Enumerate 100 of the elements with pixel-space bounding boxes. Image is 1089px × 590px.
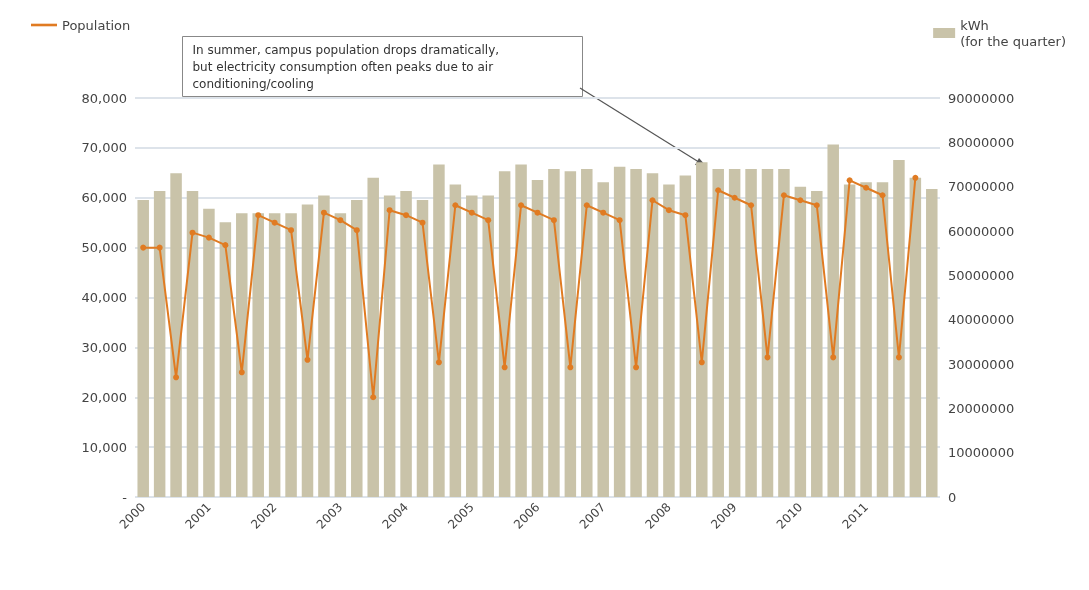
point	[468, 209, 475, 216]
point	[337, 217, 344, 224]
bar	[186, 191, 199, 497]
point	[731, 194, 738, 201]
point	[353, 227, 360, 234]
point	[649, 197, 656, 204]
point	[600, 209, 607, 216]
bar	[482, 195, 494, 497]
bar	[843, 184, 856, 497]
point	[271, 219, 278, 226]
bar	[170, 173, 182, 497]
y-tick-label: 30,000	[81, 339, 127, 355]
point	[748, 202, 755, 209]
y-tick-label: 40,000	[81, 290, 127, 305]
point	[912, 174, 919, 181]
point	[616, 217, 623, 224]
bar	[761, 168, 774, 497]
bar	[318, 195, 330, 497]
bar	[827, 144, 839, 497]
bar	[515, 164, 527, 497]
bar	[778, 168, 790, 497]
point	[534, 209, 541, 216]
point	[863, 184, 870, 191]
y-tick-label: 60,000	[81, 190, 127, 206]
point	[320, 209, 327, 216]
y2-tick-label: 50000000	[948, 267, 1015, 283]
point	[780, 192, 787, 199]
bar	[630, 168, 642, 497]
point	[583, 202, 590, 209]
point	[140, 244, 147, 251]
bar	[597, 182, 609, 497]
bar	[268, 213, 281, 497]
y-tick-label: 50,000	[81, 240, 127, 256]
y-tick-label: 80,000	[81, 90, 127, 106]
bar	[416, 199, 429, 497]
y2-tick-label: 90000000	[948, 90, 1015, 106]
point	[715, 187, 722, 194]
bar	[712, 168, 724, 497]
bar	[564, 171, 577, 497]
bar	[745, 168, 757, 497]
bar	[663, 184, 675, 497]
bar	[137, 199, 149, 497]
bar	[301, 204, 314, 497]
point	[665, 207, 672, 214]
text: In summer, campus population drops dramatically, but electricity consumption often peaks due to air conditioning/cooling	[192, 43, 503, 91]
bar	[252, 213, 264, 497]
bar	[367, 177, 379, 497]
y2-tick-label: 40000000	[948, 312, 1015, 328]
point	[156, 244, 163, 251]
point	[895, 354, 902, 361]
point	[830, 354, 837, 361]
bar	[531, 180, 544, 497]
point	[370, 394, 377, 401]
y-tick-label: 70,000	[81, 140, 127, 156]
bar	[449, 184, 462, 497]
bar	[433, 164, 445, 497]
bar	[203, 208, 215, 497]
bar	[236, 213, 248, 497]
point	[452, 202, 459, 209]
y2-tick-label: 80000000	[948, 134, 1015, 150]
point	[501, 364, 508, 371]
legend-label: Population	[62, 17, 131, 33]
y2-tick-label: 10000000	[948, 445, 1015, 461]
bar	[153, 191, 166, 497]
point	[485, 217, 492, 224]
legend-label: kWh (for the quarter)	[960, 17, 1067, 49]
bar	[466, 195, 478, 497]
point	[567, 364, 574, 371]
point	[846, 177, 853, 184]
bar	[285, 213, 297, 497]
point	[550, 217, 557, 224]
bar	[498, 171, 511, 497]
bar	[351, 199, 363, 497]
point	[386, 207, 393, 214]
point	[435, 359, 442, 366]
y-tick-label: 20,000	[81, 389, 127, 405]
bar	[613, 166, 626, 497]
y-tick-label: -	[122, 489, 128, 505]
bar	[728, 168, 741, 497]
y-tick-label: 10,000	[81, 439, 127, 455]
point	[813, 202, 820, 209]
point	[518, 202, 525, 209]
bar	[860, 182, 872, 497]
point	[205, 234, 212, 241]
point	[879, 192, 886, 199]
point	[288, 227, 295, 234]
point	[633, 364, 640, 371]
point	[403, 212, 410, 219]
bar	[926, 188, 938, 497]
y2-tick-label: 0	[948, 489, 957, 505]
bar	[876, 182, 889, 497]
point	[682, 212, 689, 219]
point	[222, 242, 229, 249]
y2-tick-label: 60000000	[948, 223, 1015, 239]
bar	[646, 173, 659, 497]
bar	[893, 160, 905, 497]
point	[698, 359, 705, 366]
point	[797, 197, 804, 204]
bar	[909, 177, 922, 497]
bar	[219, 222, 232, 497]
